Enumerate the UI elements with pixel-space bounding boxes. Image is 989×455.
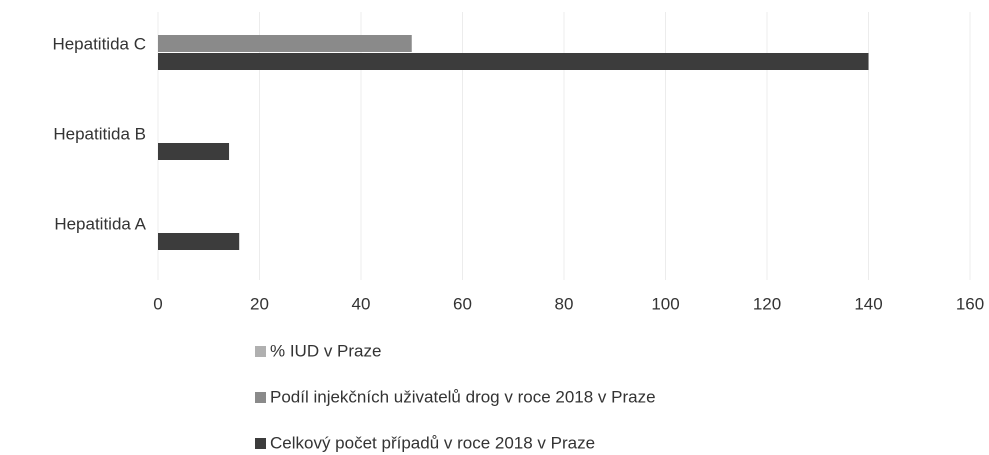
y-tick-label: Hepatitida C bbox=[52, 34, 146, 53]
x-tick-label: 160 bbox=[956, 294, 984, 313]
bar bbox=[158, 53, 869, 70]
x-tick-label: 60 bbox=[453, 294, 472, 313]
legend-swatch bbox=[255, 438, 266, 449]
y-tick-label: Hepatitida A bbox=[54, 214, 146, 233]
x-tick-label: 140 bbox=[854, 294, 882, 313]
x-tick-label: 40 bbox=[352, 294, 371, 313]
legend-label: Celkový počet případů v roce 2018 v Praz… bbox=[270, 433, 595, 452]
legend-swatch bbox=[255, 392, 266, 403]
bar bbox=[158, 143, 230, 160]
x-tick-label: 80 bbox=[555, 294, 574, 313]
x-tick-label: 120 bbox=[753, 294, 781, 313]
x-tick-label: 0 bbox=[153, 294, 162, 313]
bar bbox=[158, 35, 412, 52]
x-tick-label: 20 bbox=[250, 294, 269, 313]
legend-label: Podíl injekčních uživatelů drog v roce 2… bbox=[270, 387, 656, 406]
legend-swatch bbox=[255, 346, 266, 357]
y-tick-label: Hepatitida B bbox=[53, 124, 146, 143]
x-tick-label: 100 bbox=[651, 294, 679, 313]
bar bbox=[158, 233, 240, 250]
legend-label: % IUD v Praze bbox=[270, 341, 381, 360]
